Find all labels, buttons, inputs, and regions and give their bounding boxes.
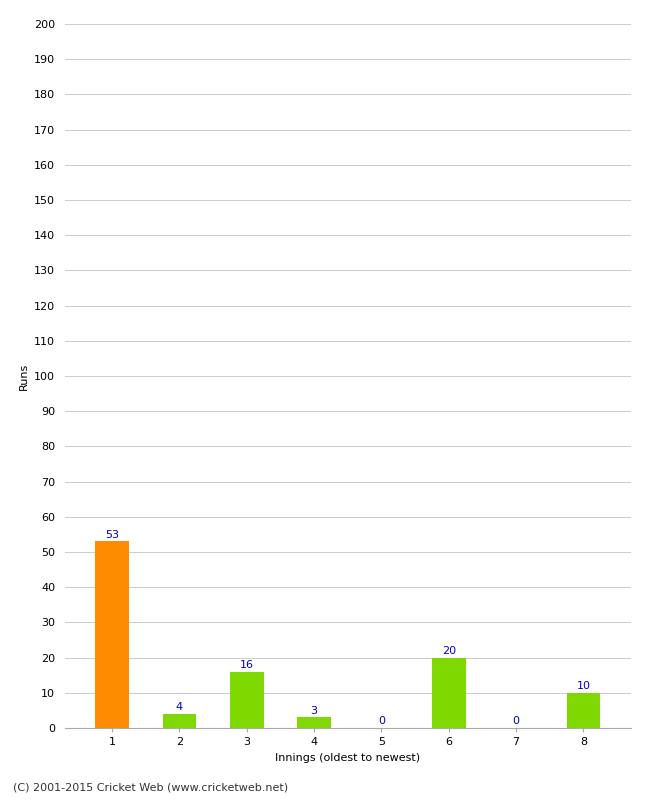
Bar [230,672,264,728]
Text: 3: 3 [311,706,318,716]
Bar [567,693,600,728]
Bar [432,658,465,728]
Text: 10: 10 [577,681,590,691]
Y-axis label: Runs: Runs [19,362,29,390]
Text: 20: 20 [441,646,456,656]
X-axis label: Innings (oldest to newest): Innings (oldest to newest) [275,753,421,762]
Text: 0: 0 [378,716,385,726]
Bar [297,718,331,728]
Text: 4: 4 [176,702,183,712]
Text: 53: 53 [105,530,119,540]
Text: 16: 16 [240,660,254,670]
Text: 0: 0 [513,716,519,726]
Text: (C) 2001-2015 Cricket Web (www.cricketweb.net): (C) 2001-2015 Cricket Web (www.cricketwe… [13,782,288,792]
Bar [162,714,196,728]
Bar [96,542,129,728]
